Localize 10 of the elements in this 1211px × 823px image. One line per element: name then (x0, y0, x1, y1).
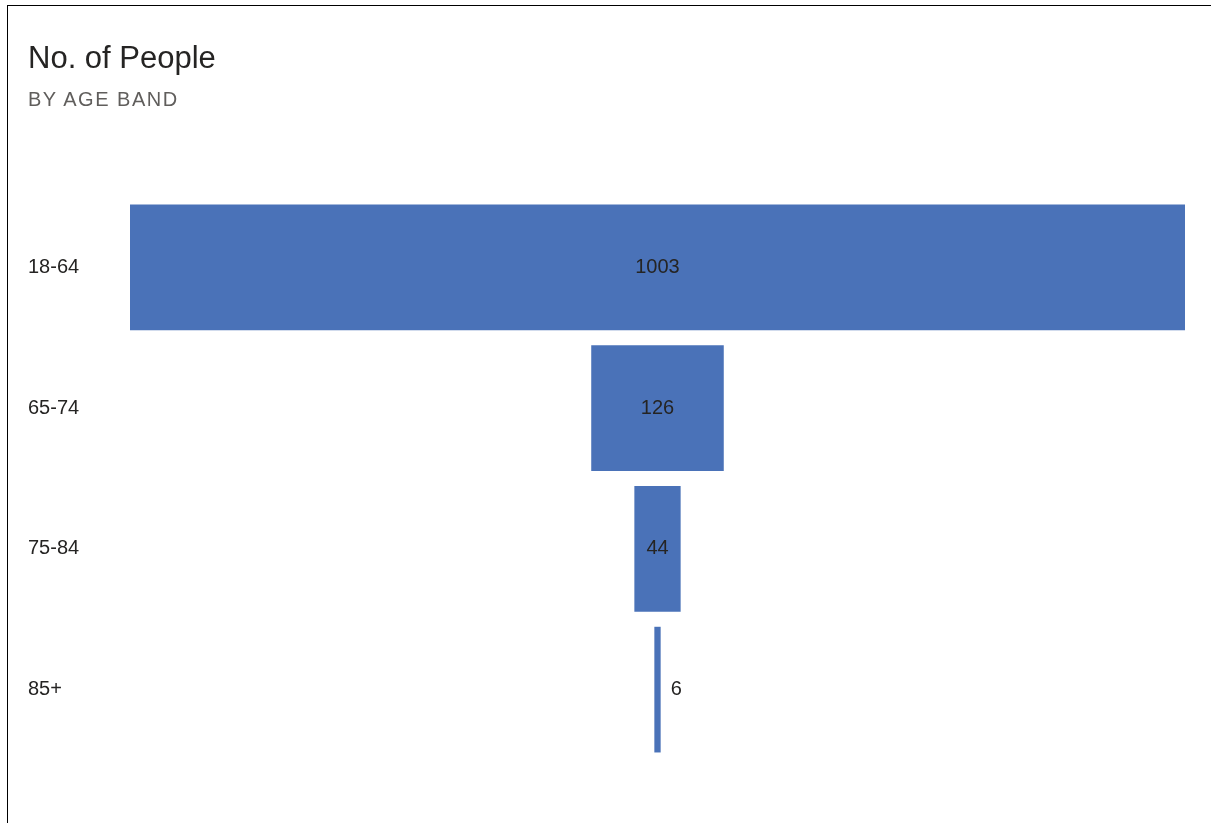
category-label: 65-74 (28, 395, 80, 418)
data-label: 44 (646, 536, 669, 559)
category-label: 75-84 (28, 536, 80, 559)
data-label: 126 (640, 395, 675, 418)
category-label: 18-64 (28, 254, 80, 277)
data-label: 6 (670, 677, 682, 700)
data-label: 1003 (635, 254, 680, 277)
text: BY AGE BAND (28, 88, 179, 111)
category-label: 85+ (28, 677, 62, 700)
text: No. of People (28, 40, 216, 76)
